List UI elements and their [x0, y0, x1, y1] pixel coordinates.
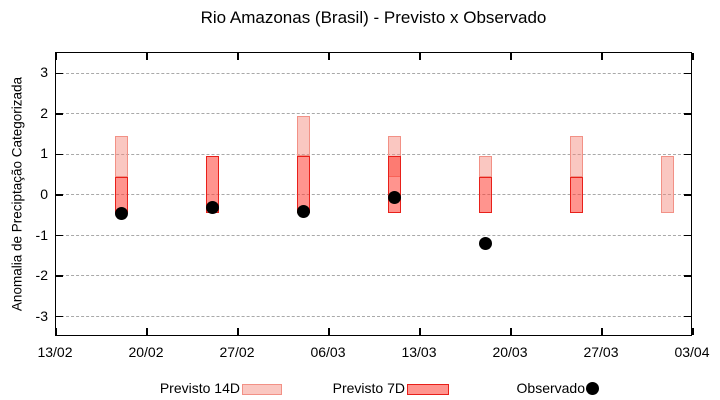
- y-tick: [684, 275, 691, 277]
- y-tick-label: 2: [40, 104, 48, 121]
- y-tick: [56, 234, 63, 237]
- gridline: [56, 113, 691, 115]
- forecast-14d-bar: [569, 136, 583, 177]
- y-tick: [56, 113, 63, 115]
- y-tick: [684, 113, 691, 115]
- x-tick: [146, 53, 148, 60]
- forecast-14d-bar: [114, 136, 128, 177]
- forecast-14d-bar: [660, 156, 674, 214]
- forecast-14d-bar: [296, 115, 310, 157]
- legend-label: Observado: [516, 380, 585, 396]
- gridline: [56, 275, 691, 277]
- y-tick: [684, 153, 691, 156]
- x-tick: [328, 328, 330, 335]
- observed-dot: [296, 204, 310, 218]
- gridline: [56, 234, 691, 236]
- x-tick: [510, 53, 512, 60]
- x-tick-label: 27/02: [219, 344, 255, 360]
- y-tick-label: -1: [35, 226, 48, 243]
- x-tick: [601, 53, 603, 60]
- gridline: [56, 72, 691, 74]
- forecast-7d-bar: [478, 176, 492, 214]
- y-tick-label: 3: [40, 64, 48, 81]
- plot-area: [55, 52, 694, 336]
- x-tick: [419, 328, 421, 335]
- y-tick: [684, 194, 691, 196]
- x-tick: [55, 53, 57, 60]
- y-tick-label: 0: [40, 186, 48, 202]
- chart-title: Rio Amazonas (Brasil) - Previsto x Obser…: [200, 8, 547, 27]
- legend-swatch-observed: [585, 381, 599, 395]
- x-tick: [237, 53, 239, 60]
- gridline: [56, 153, 691, 155]
- y-tick: [684, 72, 691, 75]
- x-tick-label: 20/03: [492, 344, 528, 360]
- x-tick: [419, 53, 421, 60]
- y-tick-label: 1: [40, 145, 48, 162]
- observed-dot: [478, 237, 492, 251]
- x-tick: [146, 328, 148, 335]
- legend-label: Previsto 14D: [159, 380, 240, 396]
- y-tick: [56, 72, 63, 75]
- x-tick: [692, 328, 694, 335]
- y-tick: [56, 315, 63, 318]
- legend-swatch-7d: [407, 383, 449, 395]
- x-tick-label: 27/03: [583, 344, 619, 360]
- gridline: [56, 315, 691, 317]
- x-tick-label: 13/02: [37, 344, 73, 360]
- observed-dot: [387, 190, 401, 204]
- gridline: [56, 194, 691, 196]
- x-tick-label: 13/03: [401, 344, 437, 360]
- x-tick-label: 20/02: [128, 344, 164, 360]
- y-tick: [56, 194, 63, 196]
- y-tick-label: -2: [35, 267, 48, 284]
- x-tick-label: 06/03: [310, 344, 346, 360]
- observed-dot: [114, 206, 128, 220]
- legend-swatch-14d: [242, 383, 282, 395]
- x-tick-label: 03/04: [674, 344, 710, 360]
- x-tick: [510, 328, 512, 335]
- y-tick: [56, 275, 63, 277]
- x-tick: [692, 53, 694, 60]
- y-tick-label: -3: [35, 307, 48, 324]
- observed-dot: [205, 200, 219, 214]
- forecast-7d-bar: [569, 176, 583, 214]
- y-tick: [684, 234, 691, 237]
- x-tick: [55, 328, 57, 335]
- legend-label: Previsto 7D: [332, 380, 405, 396]
- forecast-14d-bar: [478, 156, 492, 177]
- x-tick: [601, 328, 603, 335]
- x-tick: [237, 328, 239, 335]
- forecast-7d-bar: [387, 156, 401, 214]
- x-tick: [328, 53, 330, 60]
- y-tick: [684, 315, 691, 318]
- y-tick: [56, 153, 63, 156]
